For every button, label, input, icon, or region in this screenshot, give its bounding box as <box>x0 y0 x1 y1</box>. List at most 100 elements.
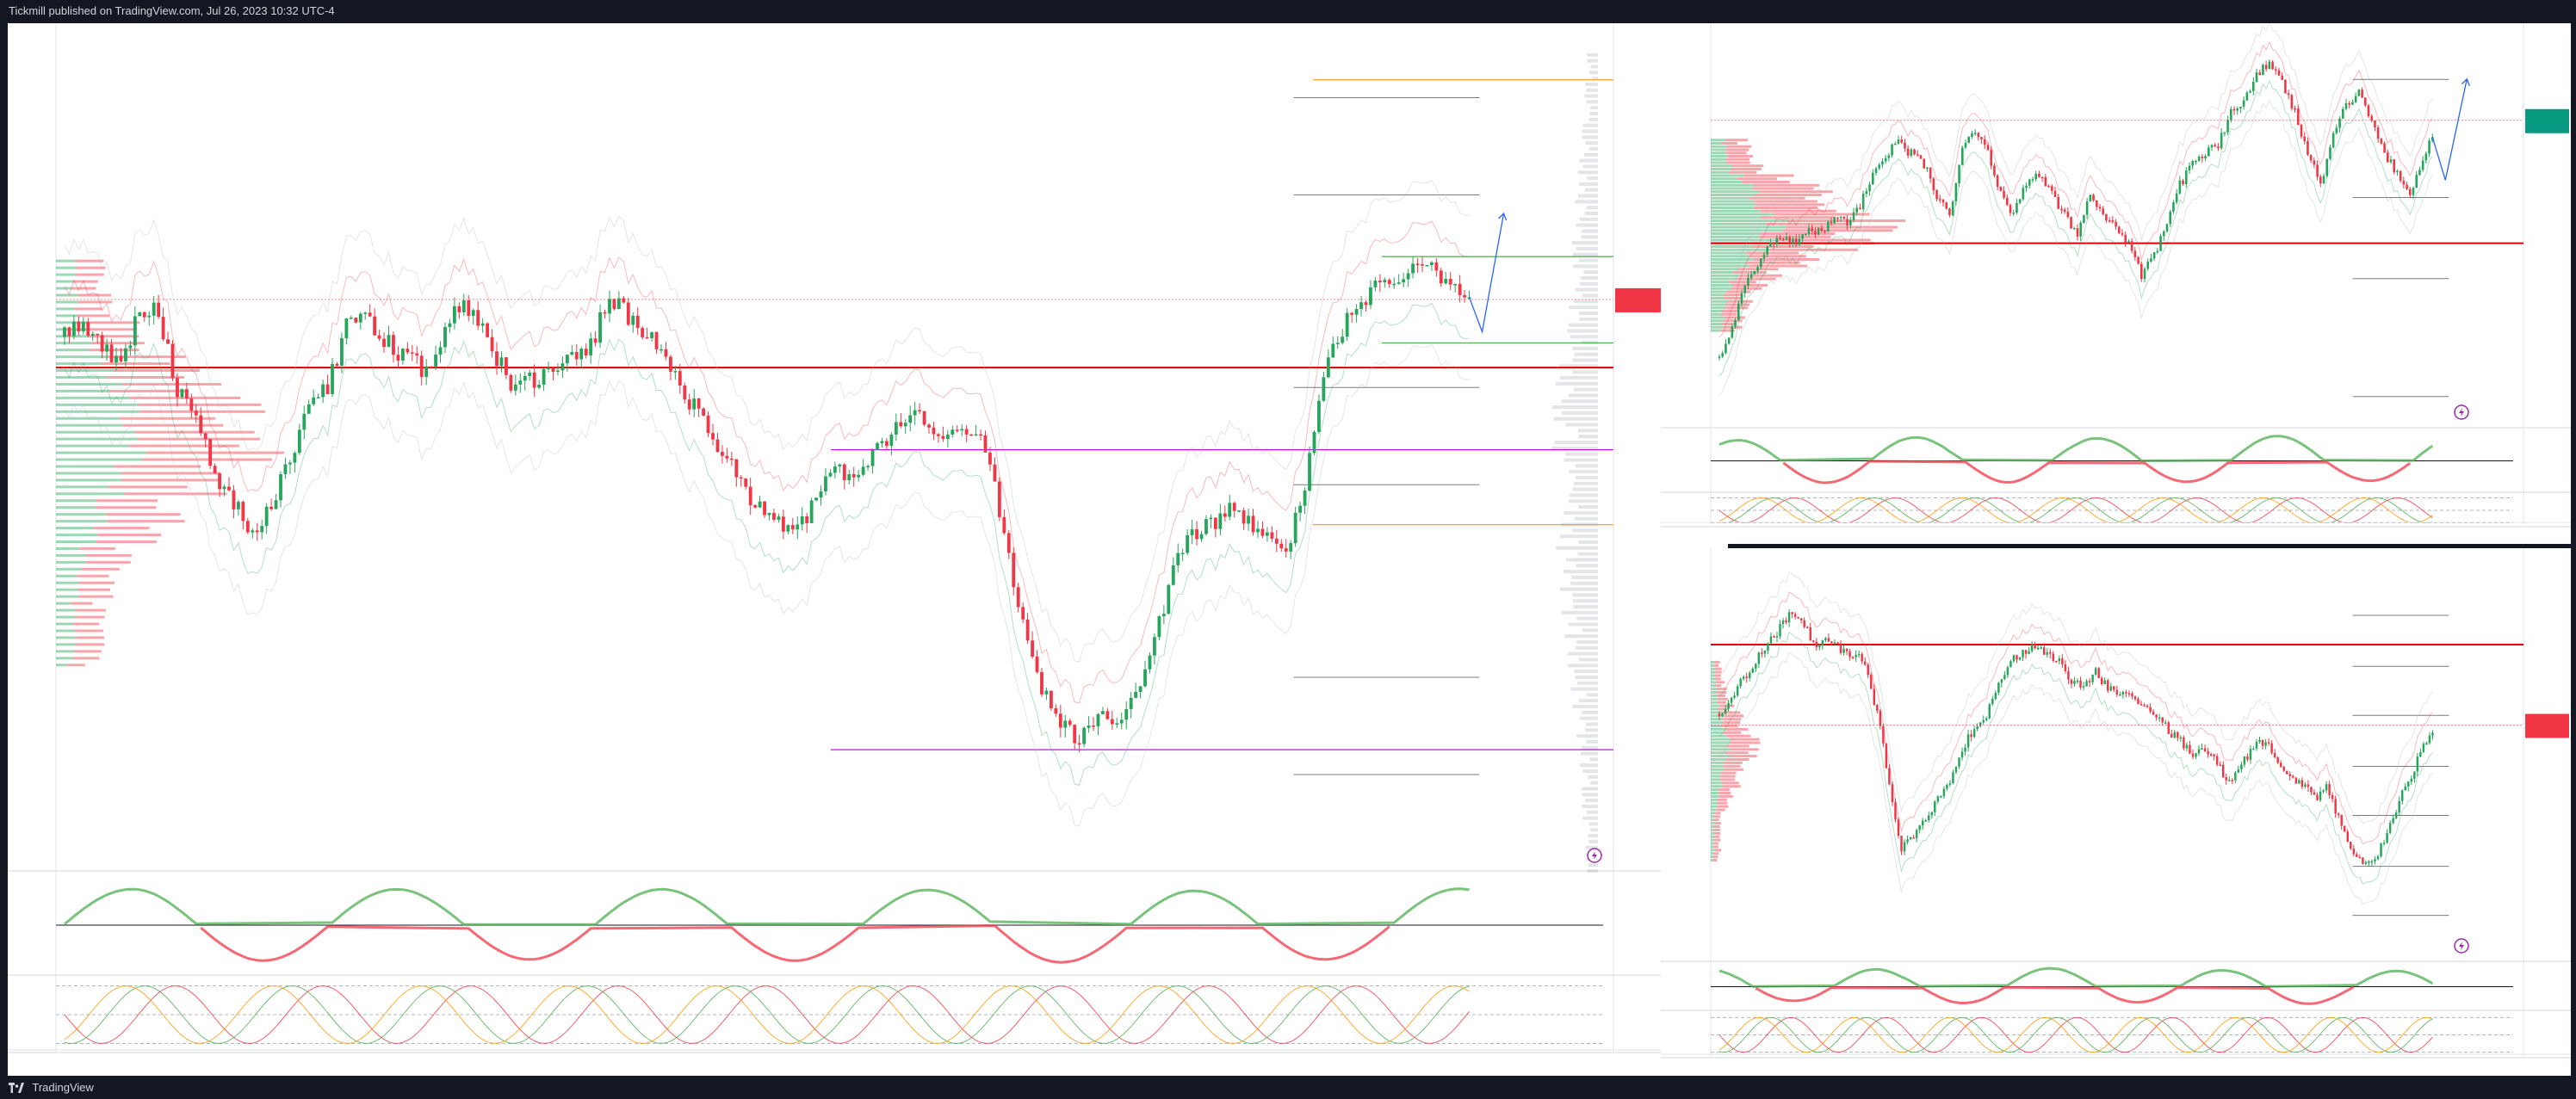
candle-body <box>983 435 988 453</box>
candle-body <box>542 368 546 386</box>
candle-body <box>1373 281 1378 287</box>
main-chart-panel[interactable] <box>8 23 1728 1076</box>
candle-body <box>650 331 653 338</box>
volume-profile-bar-down <box>122 423 224 427</box>
volume-profile-bar-up <box>1711 808 1717 812</box>
candle-body <box>2070 217 2072 229</box>
candle-body <box>2167 722 2170 734</box>
candle-body <box>2143 705 2146 707</box>
volume-profile-bar <box>1559 534 1598 539</box>
volume-profile-bar <box>1581 276 1598 281</box>
daily-chart-panel[interactable] <box>1661 548 2571 1076</box>
volume-profile-bar-up <box>1711 681 1717 684</box>
volume-profile-bar <box>1568 393 1598 398</box>
candle-body <box>349 318 353 319</box>
volume-profile-bar-up <box>1711 148 1726 151</box>
candle-body <box>161 317 165 340</box>
candle-body <box>659 349 663 351</box>
volume-profile-bar-up <box>1711 721 1723 725</box>
candle-body <box>293 453 297 463</box>
candle-body <box>2127 693 2131 695</box>
volume-profile-bar-up <box>1711 701 1718 704</box>
volume-profile-bar-down <box>1749 255 1806 258</box>
volume-profile-bar-up <box>1711 187 1752 190</box>
candle-body <box>2061 658 2064 664</box>
lightning-glyph <box>2459 942 2464 950</box>
candle-body <box>1926 167 1929 169</box>
candle-body <box>2388 823 2392 833</box>
candle-body <box>748 486 752 506</box>
candle-body <box>2070 679 2073 684</box>
volume-profile-bar-down <box>107 520 185 523</box>
candle-body <box>2255 741 2258 749</box>
footer-bar: TradingView <box>0 1077 2576 1099</box>
candle-body <box>518 380 523 385</box>
volume-profile-bar <box>1586 722 1598 726</box>
volume-profile-bar-up <box>56 664 68 667</box>
volume-profile-bar <box>1570 581 1598 585</box>
candle-body <box>2319 176 2322 183</box>
indicator-band <box>1718 651 2433 905</box>
candle-body <box>1999 187 2003 191</box>
candle-body <box>678 371 682 386</box>
candle-body <box>335 363 339 366</box>
volume-profile-bar-up <box>1711 213 1774 216</box>
candle-body <box>1021 607 1025 620</box>
candle-body <box>1848 219 1852 225</box>
candle-body <box>1954 766 1958 773</box>
candle-body <box>1110 719 1114 725</box>
candle-body <box>2133 696 2137 700</box>
candle-body <box>2255 72 2258 82</box>
candle-body <box>2060 208 2063 211</box>
candle-body <box>1759 258 1762 268</box>
candle-body <box>1967 137 1971 143</box>
volume-profile-bar <box>1576 246 1598 250</box>
candle-body <box>2264 742 2267 746</box>
volume-profile-bar-down <box>1725 744 1749 748</box>
candle-body <box>438 347 443 355</box>
candle-body <box>2164 722 2167 724</box>
volume-profile-bar <box>1570 687 1598 691</box>
candle-body <box>2103 680 2106 685</box>
candle-body <box>1773 636 1775 638</box>
candle-body <box>2073 681 2076 684</box>
candle-body <box>1733 695 1736 698</box>
volume-profile-bar-up <box>1711 835 1715 838</box>
candle-body <box>1087 725 1091 728</box>
volume-profile-bar-down <box>1724 293 1743 297</box>
candle-body <box>1209 517 1213 520</box>
candle-body <box>2281 75 2284 80</box>
volume-profile-bar <box>1578 435 1598 439</box>
candle-body <box>894 422 898 435</box>
candle-body <box>1143 669 1147 687</box>
volume-profile-bar-up <box>56 472 122 475</box>
volume-profile-bar-down <box>1719 794 1733 798</box>
candle-body <box>1964 142 1967 148</box>
volume-profile-bar <box>1590 828 1598 832</box>
candle-body <box>1852 212 1855 220</box>
candle-body <box>434 354 437 367</box>
volume-profile-bar-down <box>108 485 188 489</box>
volume-profile-bar <box>1567 651 1598 656</box>
volume-profile-bar <box>1572 599 1598 603</box>
volume-profile-bar <box>1584 82 1598 86</box>
candle-body <box>885 441 889 447</box>
volume-profile-bar <box>1575 287 1598 292</box>
candle-body <box>556 370 560 372</box>
candle-body <box>1951 201 1954 216</box>
weekly-chart-panel[interactable] <box>1661 23 2571 544</box>
candle-body <box>1772 242 1775 245</box>
volume-profile-bar-up <box>56 643 76 646</box>
stochastic-line <box>1718 497 2433 523</box>
candle-body <box>1063 720 1068 728</box>
candle-body <box>1806 627 1809 628</box>
candle-body <box>377 335 381 339</box>
candle-body <box>1867 664 1869 676</box>
volume-profile-bar-up <box>1711 142 1722 145</box>
candle-body <box>354 318 358 323</box>
volume-profile-bar-up <box>56 389 109 392</box>
candle-body <box>2150 258 2152 262</box>
candle-body <box>1874 168 1878 173</box>
candle-body <box>2357 90 2361 96</box>
volume-profile-bar <box>1575 516 1598 521</box>
